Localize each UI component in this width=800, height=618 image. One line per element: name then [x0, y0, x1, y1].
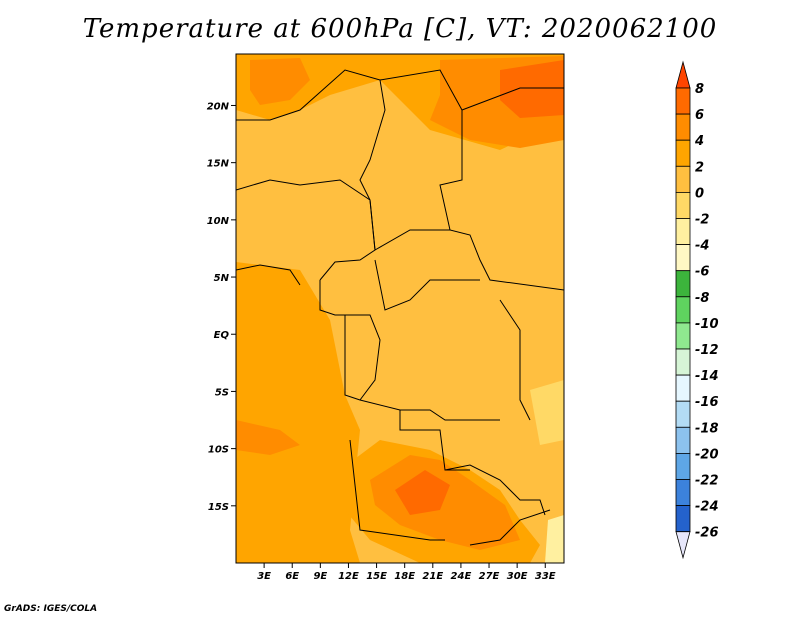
field-south-hot	[370, 455, 520, 550]
colorbar-label: -8	[695, 291, 709, 306]
colorbar-box	[675, 87, 691, 115]
field-east-mild	[530, 380, 564, 445]
colorbar-box	[675, 426, 691, 454]
colorbar-box	[675, 270, 691, 298]
colorbar-label: -10	[695, 317, 719, 332]
lon-tick-label: 33E	[535, 571, 556, 582]
colorbar-top-arrow	[675, 60, 691, 89]
colorbar-box	[675, 400, 691, 428]
colorbar-label: 6	[695, 108, 704, 123]
colorbar-label: 4	[694, 134, 704, 149]
field-north-hot-west	[250, 58, 310, 105]
lat-tick-label: 15S	[208, 502, 229, 513]
lat-tick-label: 5N	[214, 273, 230, 284]
colorbar-box	[675, 139, 691, 167]
colorbar-label: -22	[695, 474, 719, 489]
lon-tick-label: 18E	[394, 571, 415, 582]
colorbar-label: 2	[695, 160, 704, 175]
colorbar-label: 8	[695, 82, 704, 97]
lat-tick-label: EQ	[214, 330, 230, 341]
colorbar-box	[675, 191, 691, 219]
latitude-axis: 20N 15N 10N 5N EQ 5S 10S 15S	[207, 101, 236, 513]
colorbar-box	[675, 479, 691, 507]
lat-tick-label: 10N	[207, 216, 230, 227]
colorbar-label: -18	[695, 421, 719, 436]
colorbar-box	[675, 218, 691, 246]
lon-tick-label: 9E	[313, 571, 327, 582]
colorbar-label: -24	[695, 500, 719, 515]
page-title: Temperature at 600hPa [C], VT: 202006210…	[82, 14, 718, 44]
lon-tick-label: 27E	[479, 571, 500, 582]
lon-tick-label: 3E	[257, 571, 271, 582]
colorbar-box	[675, 165, 691, 193]
lon-tick-label: 30E	[507, 571, 528, 582]
colorbar-label: -20	[695, 447, 719, 462]
map-frame	[235, 53, 565, 564]
colorbar-box	[675, 113, 691, 141]
colorbar-box	[675, 244, 691, 272]
lat-tick-label: 10S	[208, 445, 229, 456]
colorbar-box	[675, 348, 691, 376]
colorbar-label: -2	[695, 213, 709, 228]
colorbar-label: -16	[695, 395, 719, 410]
country-borders	[236, 69, 564, 546]
colorbar-box	[675, 505, 691, 533]
longitude-axis: 3E 6E 9E 12E 15E 18E 21E 24E 27E 30E 33E	[257, 563, 556, 582]
grads-credit: GrADS: IGES/COLA	[4, 604, 98, 614]
lat-tick-label: 5S	[215, 387, 229, 398]
field-ocean-patch	[236, 420, 300, 455]
colorbar: 8 6 4 2 0 -2 -4 -6 -8 -10 -12 -14 -16 -18 -20 -22 -24 -26	[675, 60, 719, 560]
colorbar-box	[675, 452, 691, 480]
colorbar-label: -4	[695, 239, 709, 254]
field-south-hottest	[395, 470, 450, 515]
colorbar-box	[675, 322, 691, 350]
lon-tick-label: 12E	[338, 571, 359, 582]
field-ocean-warm	[236, 262, 360, 563]
lat-tick-label: 20N	[207, 101, 230, 112]
temperature-field	[236, 54, 564, 563]
colorbar-label: 0	[695, 186, 704, 201]
lon-tick-label: 24E	[451, 571, 472, 582]
colorbar-box	[675, 374, 691, 402]
lon-tick-label: 15E	[366, 571, 387, 582]
colorbar-bottom-arrow	[675, 531, 691, 560]
colorbar-box	[675, 296, 691, 324]
colorbar-label: -6	[695, 265, 709, 280]
field-southeast-mild	[545, 515, 564, 563]
colorbar-label: -26	[695, 526, 719, 541]
lon-tick-label: 6E	[285, 571, 299, 582]
colorbar-label: -12	[695, 343, 719, 358]
colorbar-label: -14	[695, 369, 719, 384]
field-north-hottest	[500, 60, 564, 118]
lat-tick-label: 15N	[207, 159, 230, 170]
lon-tick-label: 21E	[422, 571, 443, 582]
